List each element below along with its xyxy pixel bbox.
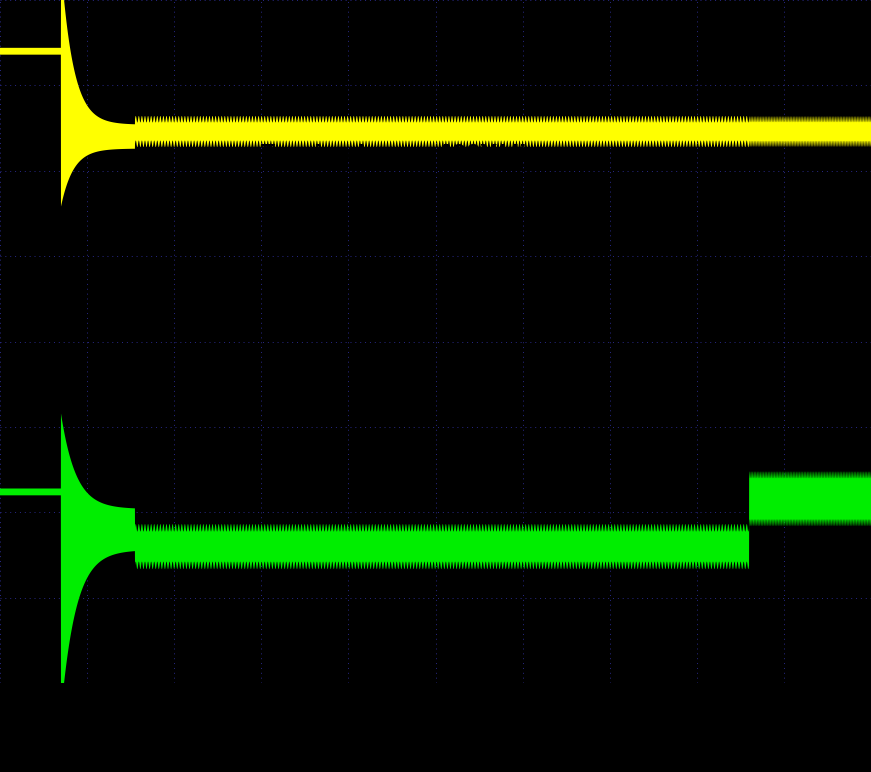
Text: t2: t2 bbox=[121, 741, 149, 765]
Text: BT=100ms/div: BT=100ms/div bbox=[334, 741, 537, 765]
Text: Tension lampe 400V/div: Tension lampe 400V/div bbox=[261, 144, 540, 164]
Text: t1: t1 bbox=[47, 741, 75, 765]
Text: t3: t3 bbox=[213, 741, 240, 765]
Text: t4: t4 bbox=[735, 741, 763, 765]
Text: Courant de décharge 0.5A/div: Courant de décharge 0.5A/div bbox=[218, 577, 569, 598]
